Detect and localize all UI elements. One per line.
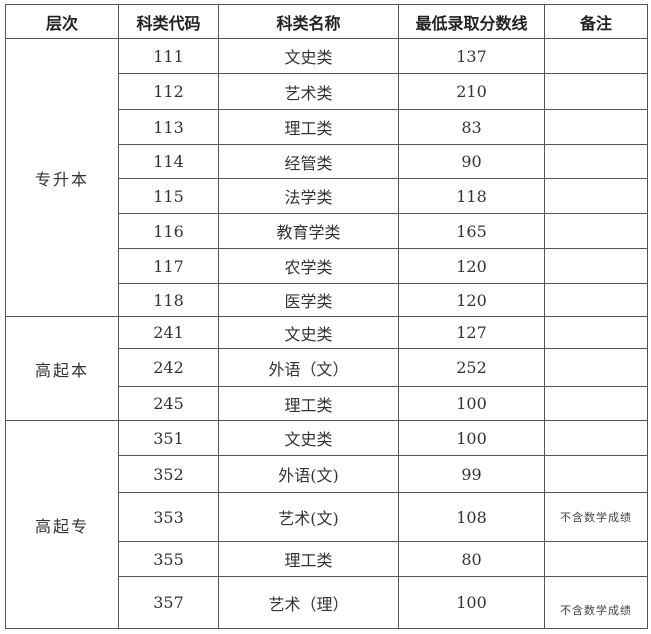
table-row: 112 艺术类 210 bbox=[6, 73, 648, 110]
name-cell: 文史类 bbox=[218, 316, 399, 349]
name-cell: 艺术类 bbox=[218, 73, 399, 110]
note-cell bbox=[544, 73, 648, 110]
note-cell bbox=[544, 248, 648, 284]
name-cell: 理工类 bbox=[218, 386, 399, 421]
score-cell: 127 bbox=[398, 316, 545, 349]
note-cell bbox=[544, 420, 648, 456]
table-row: 115 法学类 118 bbox=[6, 178, 648, 214]
name-cell: 文史类 bbox=[218, 420, 399, 456]
score-cell: 120 bbox=[398, 283, 545, 317]
name-cell: 理工类 bbox=[218, 109, 399, 145]
note-cell bbox=[544, 178, 648, 214]
header-level: 层次 bbox=[5, 4, 119, 39]
name-cell: 教育学类 bbox=[218, 213, 399, 249]
name-cell: 艺术(文) bbox=[218, 492, 399, 542]
name-cell: 外语(文) bbox=[218, 455, 399, 493]
score-cell: 118 bbox=[398, 178, 545, 214]
code-cell: 352 bbox=[118, 455, 219, 493]
code-cell: 242 bbox=[118, 348, 219, 387]
note-cell bbox=[544, 455, 648, 493]
score-cell: 83 bbox=[398, 109, 545, 145]
note-cell bbox=[544, 316, 648, 349]
table-row: 353 艺术(文) 108 不含数学成绩 bbox=[6, 492, 648, 542]
code-cell: 113 bbox=[118, 109, 219, 145]
header-code: 科类代码 bbox=[118, 4, 219, 39]
name-cell: 医学类 bbox=[218, 283, 399, 317]
name-cell: 文史类 bbox=[218, 38, 399, 74]
score-cell: 99 bbox=[398, 455, 545, 493]
table-row: 专升本 111 文史类 137 bbox=[5, 38, 648, 317]
level-cell: 专升本 bbox=[5, 38, 119, 317]
table-row: 355 理工类 80 bbox=[6, 541, 648, 577]
score-cell: 137 bbox=[398, 38, 545, 74]
note-cell bbox=[544, 386, 648, 421]
table-row: 116 教育学类 165 bbox=[6, 213, 648, 249]
name-cell: 法学类 bbox=[218, 178, 399, 214]
code-cell: 115 bbox=[118, 178, 219, 214]
code-cell: 111 bbox=[118, 38, 219, 74]
name-cell: 外语（文） bbox=[218, 348, 399, 387]
name-cell: 经管类 bbox=[218, 144, 399, 179]
code-cell: 245 bbox=[118, 386, 219, 421]
score-cell: 165 bbox=[398, 213, 545, 249]
header-note: 备注 bbox=[544, 4, 648, 39]
code-cell: 114 bbox=[118, 144, 219, 179]
code-cell: 357 bbox=[118, 576, 219, 629]
code-cell: 117 bbox=[118, 248, 219, 284]
note-cell bbox=[544, 109, 648, 145]
score-cell: 100 bbox=[398, 386, 545, 421]
level-cell: 高起本 bbox=[5, 316, 119, 421]
note-cell: 不含数学成绩 bbox=[544, 576, 648, 629]
note-cell bbox=[544, 38, 648, 74]
table-row: 352 外语(文) 99 bbox=[6, 455, 648, 493]
note-cell bbox=[544, 144, 648, 179]
level-cell: 高起专 bbox=[5, 420, 119, 629]
header-name: 科类名称 bbox=[218, 4, 399, 39]
name-cell: 艺术（理） bbox=[218, 576, 399, 629]
code-cell: 116 bbox=[118, 213, 219, 249]
table-row: 高起本 241 文史类 127 bbox=[5, 316, 648, 421]
score-table: 层次 科类代码 科类名称 最低录取分数线 备注 专升本 111 文史类 137 112 艺… bbox=[5, 4, 648, 629]
table-row: 117 农学类 120 bbox=[6, 248, 648, 284]
score-cell: 210 bbox=[398, 73, 545, 110]
code-cell: 118 bbox=[118, 283, 219, 317]
name-cell: 理工类 bbox=[218, 541, 399, 577]
table-row: 114 经管类 90 bbox=[6, 144, 648, 179]
score-cell: 100 bbox=[398, 420, 545, 456]
note-cell bbox=[544, 213, 648, 249]
code-cell: 351 bbox=[118, 420, 219, 456]
table-row: 高起专 351 文史类 100 bbox=[5, 420, 648, 629]
header-score: 最低录取分数线 bbox=[398, 4, 545, 39]
score-cell: 252 bbox=[398, 348, 545, 387]
note-cell bbox=[544, 348, 648, 387]
code-cell: 353 bbox=[118, 492, 219, 542]
table-row: 357 艺术（理） 100 不含数学成绩 bbox=[6, 576, 648, 629]
code-cell: 355 bbox=[118, 541, 219, 577]
score-cell: 90 bbox=[398, 144, 545, 179]
header-row: 层次 科类代码 科类名称 最低录取分数线 备注 bbox=[5, 4, 648, 39]
code-cell: 241 bbox=[118, 316, 219, 349]
score-cell: 100 bbox=[398, 576, 545, 629]
score-cell: 108 bbox=[398, 492, 545, 542]
score-cell: 120 bbox=[398, 248, 545, 284]
name-cell: 农学类 bbox=[218, 248, 399, 284]
note-cell bbox=[544, 541, 648, 577]
table-row: 113 理工类 83 bbox=[6, 109, 648, 145]
code-cell: 112 bbox=[118, 73, 219, 110]
note-cell bbox=[544, 283, 648, 317]
note-cell: 不含数学成绩 bbox=[544, 492, 648, 542]
score-cell: 80 bbox=[398, 541, 545, 577]
